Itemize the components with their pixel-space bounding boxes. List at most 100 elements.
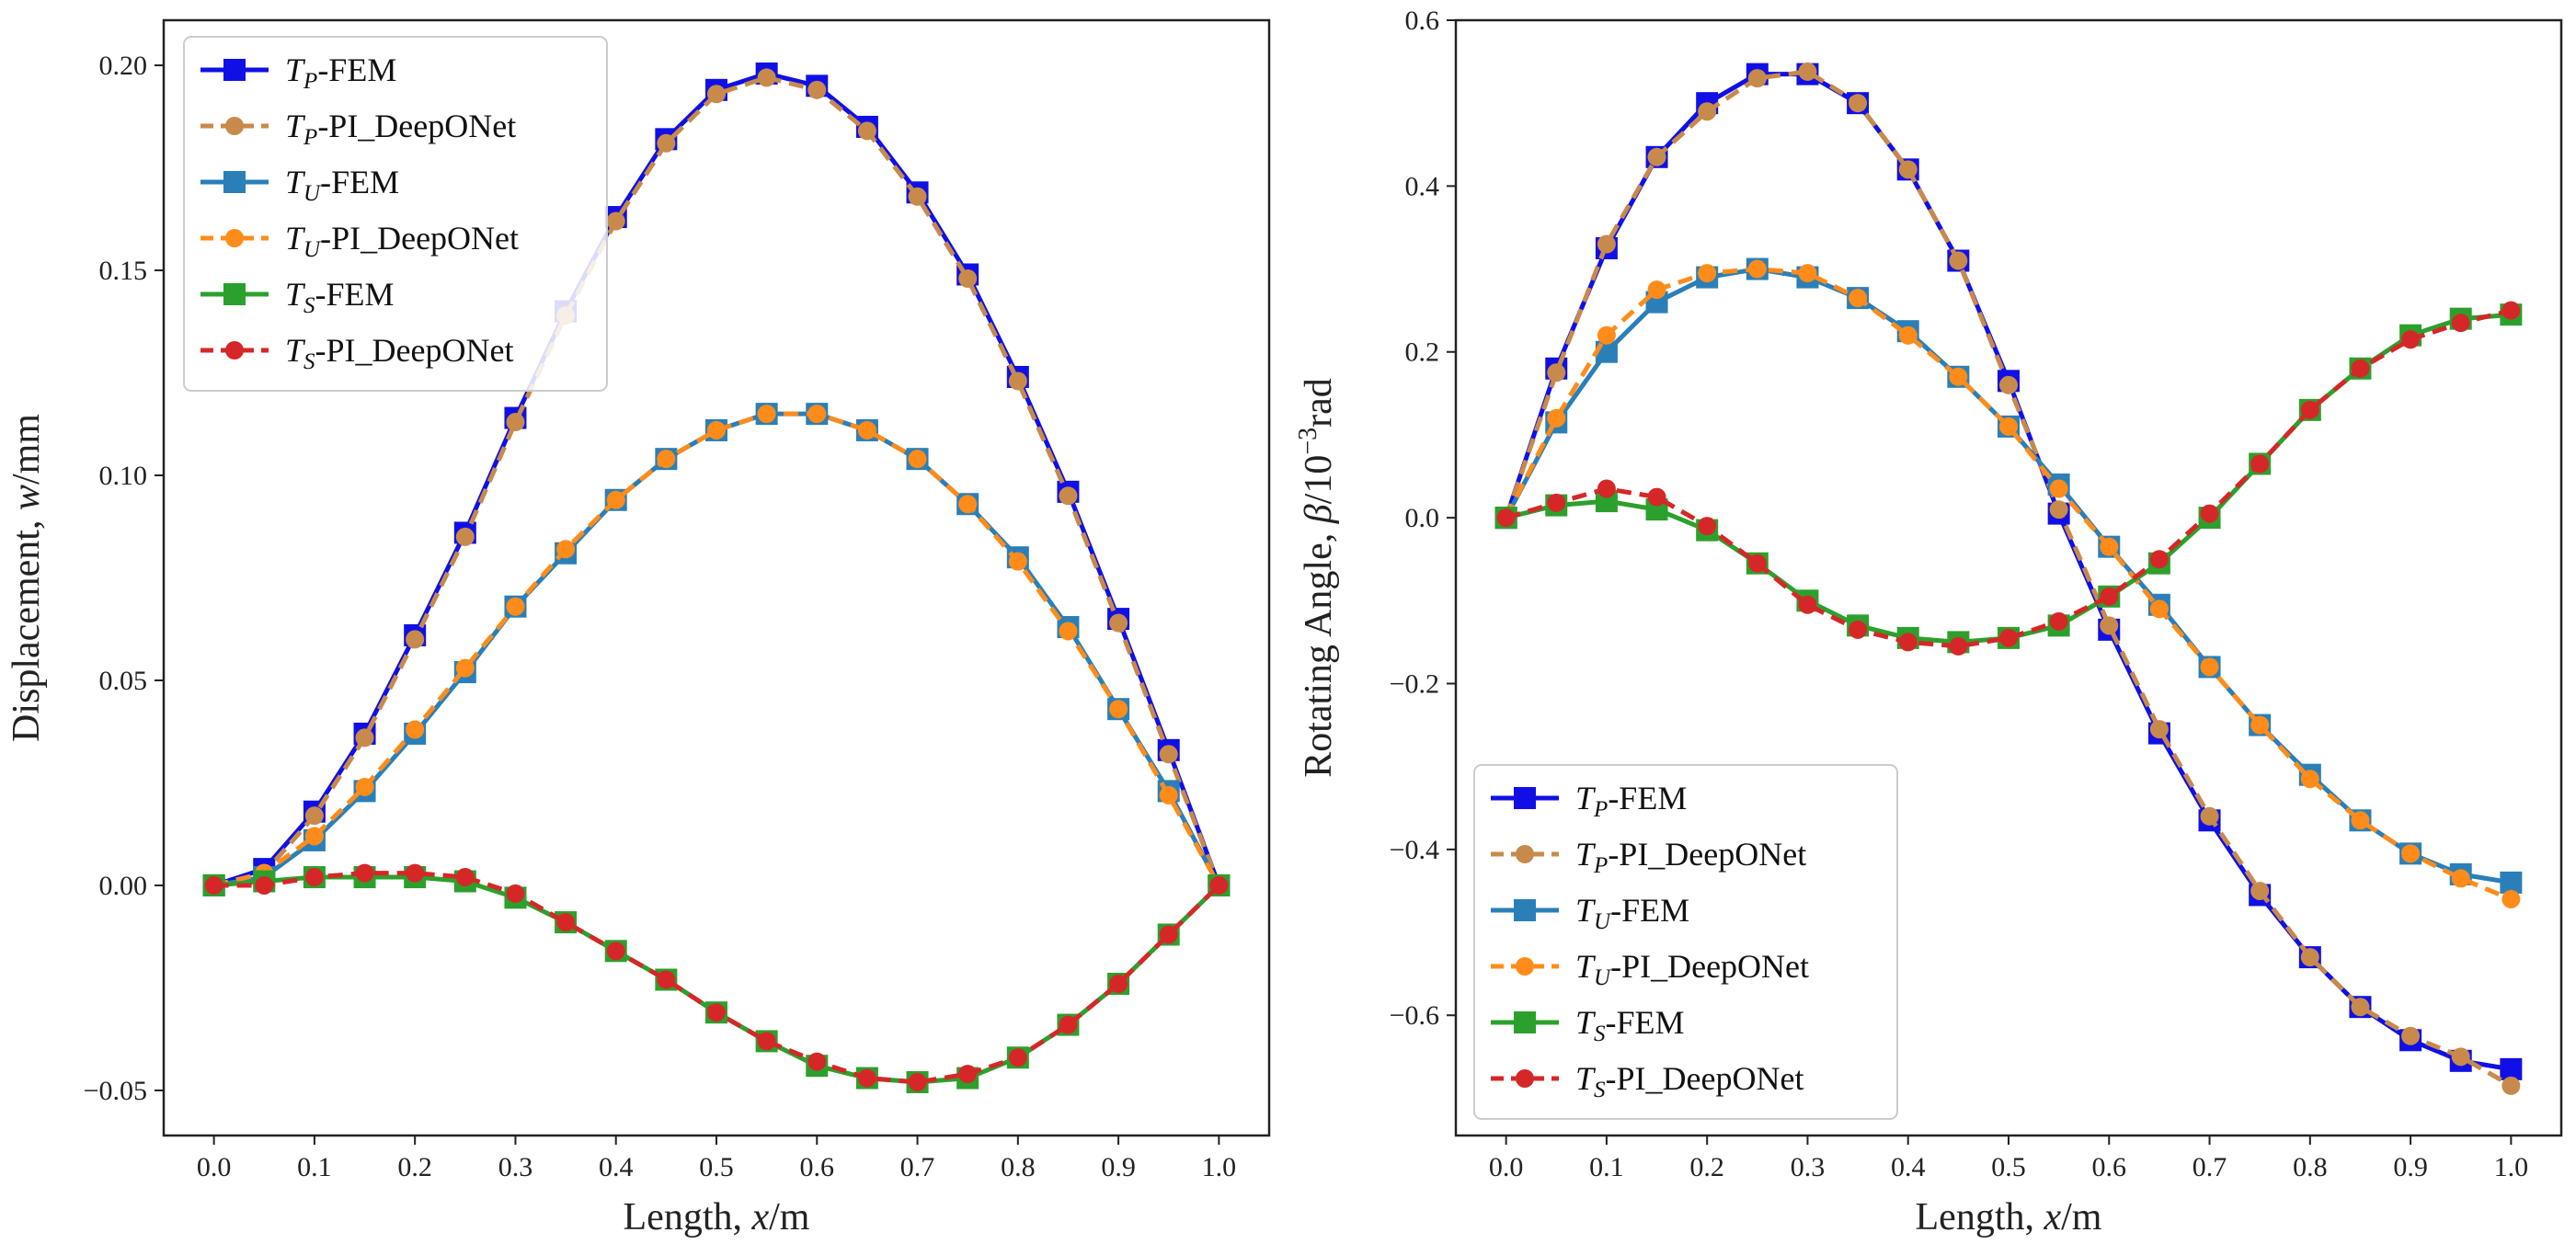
data-point [2451, 1047, 2470, 1067]
y-tick-label: 0.20 [99, 51, 148, 81]
legend-label: TS-FEM [1575, 1004, 1685, 1046]
y-tick-label: 0.4 [1405, 171, 1440, 201]
data-point [1109, 700, 1128, 719]
data-point [1647, 487, 1666, 507]
data-point [2300, 948, 2319, 967]
legend-frame [183, 36, 608, 392]
legend-label: TU-PI_DeepONet [1575, 948, 1809, 990]
chart-2: 0.0 0.1 0.2 0.3 0.4 0.5 0.6 0.7 0.8 0.9 1.0 −0.6 −0.… [1294, 6, 2563, 1238]
data-point [606, 490, 625, 509]
series-TP-PI_DeepONet [1496, 62, 2521, 1095]
data-point [304, 827, 324, 846]
data-point [2100, 616, 2119, 635]
data-point [958, 1065, 978, 1084]
data-point [807, 1052, 827, 1071]
data-point [1547, 408, 1566, 428]
series-line [1505, 308, 2512, 649]
legend-frame [1473, 764, 1898, 1120]
series-TS-PI_DeepONet [1496, 301, 2521, 656]
legend-label: TP-PI_DeepONet [1575, 836, 1806, 878]
data-point [2500, 871, 2523, 894]
x-tick-label: 0.5 [699, 1152, 734, 1182]
data-point [1798, 62, 1817, 81]
legend-label: TS-PI_DeepONet [285, 332, 513, 374]
y-tick-label: 0.2 [1405, 337, 1440, 368]
data-point [406, 630, 425, 649]
data-point [1059, 1015, 1078, 1034]
legend-label: TP-FEM [285, 51, 396, 94]
data-point [1008, 371, 1027, 391]
data-point [707, 420, 726, 439]
data-point [857, 121, 876, 141]
data-point [807, 405, 827, 424]
data-point [657, 970, 676, 989]
legend-marker [223, 283, 246, 305]
data-point [506, 884, 525, 903]
data-point [556, 913, 576, 932]
x-tick-label: 0.4 [1891, 1152, 1926, 1182]
data-point [1949, 367, 1968, 386]
data-point [958, 495, 978, 514]
data-point [1008, 552, 1027, 571]
data-point [707, 85, 726, 104]
legend-marker [223, 171, 246, 193]
data-point [2502, 301, 2521, 320]
legend-marker [1516, 957, 1534, 976]
data-point [1109, 974, 1128, 993]
data-point [1059, 622, 1078, 641]
data-point [1159, 925, 1178, 944]
data-point [1898, 325, 1918, 345]
data-point [2049, 611, 2068, 631]
x-tick-label: 0.0 [197, 1152, 232, 1182]
legend-label: TP-PI_DeepONet [285, 108, 516, 150]
data-point [455, 868, 475, 887]
data-point [2351, 811, 2370, 830]
data-point [2401, 1026, 2421, 1045]
legend-label: TP-FEM [1575, 780, 1687, 822]
data-point [355, 777, 374, 796]
data-point [857, 1068, 876, 1088]
data-point [204, 875, 223, 895]
data-point [506, 413, 525, 432]
data-point [2100, 587, 2119, 606]
data-point [1999, 375, 2018, 394]
data-point [1849, 620, 1868, 639]
x-tick-label: 0.7 [2192, 1152, 2227, 1182]
data-point [657, 133, 676, 153]
data-point [1547, 363, 1566, 382]
data-layer [202, 62, 1231, 1094]
legend-label: TS-PI_DeepONet [1575, 1060, 1803, 1102]
x-tick-label: 0.2 [397, 1152, 432, 1182]
legend-label: TU-FEM [285, 164, 399, 206]
legend-marker [225, 117, 244, 135]
data-layer [1494, 62, 2523, 1095]
data-point [1949, 636, 1968, 656]
data-point [1059, 486, 1078, 506]
y-axis-label: Displacement, w/mm [6, 414, 48, 742]
x-tick-label: 0.3 [498, 1152, 533, 1182]
data-point [1747, 554, 1767, 573]
x-tick-label: 1.0 [2494, 1152, 2529, 1182]
legend-marker [223, 59, 246, 81]
series-line [213, 74, 1221, 888]
data-point [1849, 94, 1868, 113]
data-point [1209, 875, 1229, 895]
data-point [1109, 613, 1128, 633]
data-point [455, 527, 475, 546]
data-point [1747, 69, 1767, 88]
data-point [2451, 314, 2470, 333]
data-point [455, 658, 475, 678]
data-point [304, 806, 324, 826]
data-point [1647, 147, 1666, 166]
data-point [2250, 454, 2270, 474]
data-point [1999, 417, 2018, 436]
data-point [908, 187, 927, 206]
x-tick-label: 0.6 [2092, 1152, 2127, 1182]
legend-marker [1516, 845, 1534, 863]
x-tick-label: 0.9 [2393, 1152, 2428, 1182]
data-point [304, 868, 324, 887]
data-point [2250, 881, 2270, 900]
x-tick-label: 0.1 [297, 1152, 332, 1182]
data-point [2351, 998, 2370, 1017]
